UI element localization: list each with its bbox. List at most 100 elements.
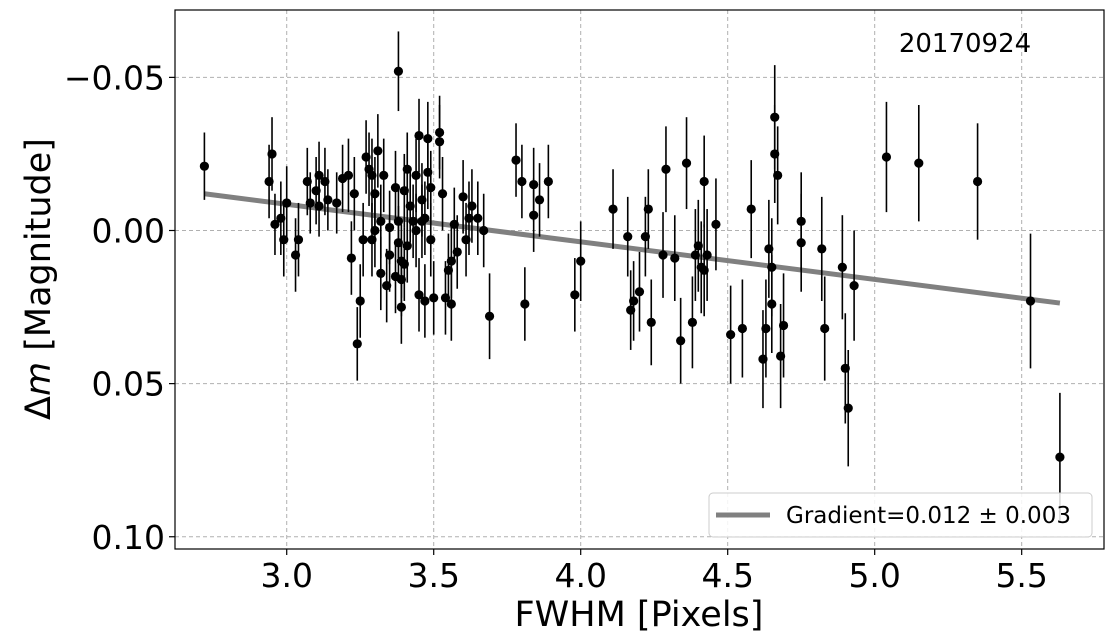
data-point [267, 117, 277, 191]
data-marker [332, 198, 342, 208]
data-point [972, 123, 983, 240]
data-point [373, 114, 383, 188]
y-tick-label: 0.10 [92, 518, 165, 557]
data-point [570, 258, 580, 332]
data-point [467, 169, 477, 243]
data-point [778, 273, 789, 378]
data-marker [634, 287, 645, 297]
data-marker [726, 330, 736, 340]
data-marker [479, 225, 489, 236]
data-point [881, 101, 892, 213]
data-point [323, 169, 333, 231]
data-point [681, 117, 692, 210]
data-point [270, 193, 280, 255]
data-point [305, 172, 315, 234]
data-point [411, 193, 421, 268]
data-point [737, 279, 747, 378]
y-axis-label: Δm [Magnitude] [19, 138, 59, 420]
data-point [349, 157, 359, 231]
data-marker [270, 219, 280, 229]
data-marker [293, 235, 304, 245]
data-marker [414, 290, 424, 300]
data-marker [849, 281, 859, 291]
data-point [629, 261, 639, 341]
data-point [420, 264, 430, 338]
data-point [661, 126, 671, 213]
data-point [608, 169, 618, 249]
data-point [414, 98, 424, 173]
data-marker [737, 323, 747, 334]
data-point [643, 169, 653, 249]
data-marker [343, 170, 354, 180]
data-point [429, 261, 439, 335]
data-marker [305, 198, 315, 208]
data-marker [972, 176, 983, 187]
data-point [511, 123, 521, 197]
data-marker [446, 299, 456, 309]
data-point [687, 276, 698, 369]
data-marker [608, 204, 618, 214]
axis-ticks: 3.0 3.5 4.0 4.5 5.0 5.5 −0.05 0.00 0.05 0.10 [64, 58, 1048, 595]
data-point [370, 157, 380, 231]
data-marker [543, 176, 553, 187]
data-marker [346, 253, 356, 263]
data-marker [376, 268, 386, 278]
data-marker [820, 323, 830, 334]
legend: Gradient=0.012 ± 0.003 [708, 492, 1093, 538]
data-point [543, 144, 553, 219]
data-marker [452, 247, 462, 257]
data-point [385, 218, 395, 292]
data-marker [746, 204, 756, 214]
data-marker [687, 317, 698, 327]
data-point [646, 279, 656, 366]
data-marker [534, 195, 545, 205]
data-marker [429, 293, 439, 303]
data-point [817, 196, 827, 301]
data-marker [817, 244, 827, 254]
data-point [434, 104, 445, 179]
data-point [658, 212, 668, 298]
data-marker [843, 403, 853, 413]
data-point [343, 138, 354, 213]
data-marker [379, 170, 389, 180]
data-marker [349, 189, 359, 199]
data-marker [1025, 296, 1036, 306]
data-marker [570, 290, 580, 300]
annotation-date: 20170924 [899, 29, 1031, 59]
data-point [402, 209, 412, 283]
data-point [767, 255, 777, 353]
data-point [670, 215, 680, 301]
data-marker [376, 216, 386, 226]
data-point [355, 264, 365, 338]
y-axis-label-suffix: [Magnitude] [19, 138, 59, 362]
data-marker [352, 339, 362, 349]
data-marker [426, 235, 436, 245]
data-point [634, 251, 645, 332]
data-point [1025, 233, 1036, 369]
data-point [414, 258, 424, 332]
x-tick-label: 3.0 [260, 556, 312, 595]
data-marker [517, 176, 527, 187]
data-marker [323, 195, 333, 205]
fit-line [204, 191, 1061, 306]
data-point [484, 273, 495, 360]
data-point [576, 221, 586, 301]
data-point [314, 175, 324, 237]
data-marker [420, 213, 430, 223]
data-marker [646, 317, 656, 327]
data-marker [411, 225, 421, 236]
data-point [699, 135, 709, 228]
data-marker [355, 296, 365, 306]
data-marker [458, 192, 468, 202]
data-marker [711, 219, 721, 229]
data-marker [702, 250, 712, 260]
data-marker [373, 146, 383, 156]
x-tick-label: 5.5 [995, 556, 1047, 595]
data-point [623, 196, 633, 277]
data-marker [393, 66, 404, 76]
data-marker [199, 161, 209, 171]
data-marker [643, 204, 653, 214]
data-point [426, 202, 436, 277]
data-point [796, 193, 806, 292]
y-tick-label: 0.05 [92, 365, 165, 404]
